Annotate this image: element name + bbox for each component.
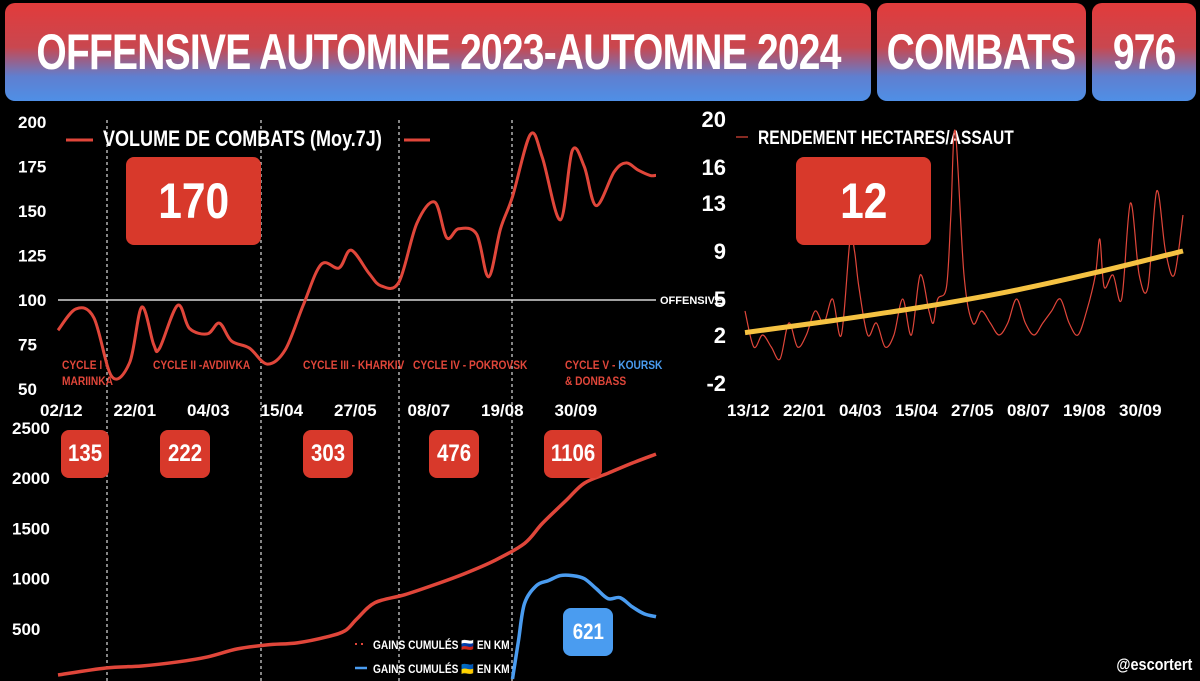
- cycle-label: CYCLE I -: [62, 359, 109, 372]
- cycle-label: CYCLE II -AVDIIVKA: [153, 359, 250, 372]
- title-banner: OFFENSIVE AUTOMNE 2023-AUTOMNE 2024: [5, 3, 871, 101]
- x-tick-label: 13/12: [727, 401, 770, 420]
- x-tick-label: 04/03: [839, 401, 882, 420]
- cycle-label-highlight: KOURSK: [618, 359, 662, 372]
- author-credit: @escortert: [1116, 655, 1192, 674]
- x-tick-label: 08/07: [408, 401, 451, 420]
- cycle-label: CYCLE III - KHARKIV: [303, 359, 405, 372]
- chart-title: RENDEMENT HECTARES/ASSAUT: [758, 127, 1014, 149]
- page-title: OFFENSIVE AUTOMNE 2023-AUTOMNE 2024: [35, 24, 841, 80]
- cycle-gains-badge: 1106: [544, 430, 602, 478]
- x-tick-label: 15/04: [261, 401, 304, 420]
- cycle-gains-badge: 135: [61, 430, 109, 478]
- y-tick-label: 125: [18, 247, 46, 266]
- x-tick-label: 19/08: [481, 401, 524, 420]
- chart-title: VOLUME DE COMBATS (Moy.7J): [103, 127, 382, 151]
- cycle-gains-badge: 303: [303, 430, 353, 478]
- y-tick-label: 9: [714, 239, 726, 264]
- legend-label: GAINS CUMULÉS 🇷🇺 EN KM: [373, 638, 510, 652]
- combats-banner: COMBATS: [877, 3, 1086, 101]
- y-tick-label: 150: [18, 202, 46, 221]
- y-tick-label: -2: [706, 371, 726, 396]
- cycle-gains-badge: 476: [429, 430, 479, 478]
- y-tick-label: 20: [702, 107, 726, 132]
- y-tick-label: 50: [18, 380, 37, 399]
- russia-gains-line: [57, 452, 657, 677]
- x-tick-label: 04/03: [187, 401, 230, 420]
- y-tick-label: 1500: [12, 519, 50, 538]
- y-tick-label: 2: [714, 323, 726, 348]
- volume-series-line: [56, 131, 657, 381]
- x-tick-label: 15/04: [895, 401, 938, 420]
- legend-label: GAINS CUMULÉS 🇺🇦 EN KM: [373, 662, 510, 676]
- cycle-label: CYCLE V - KOURSK: [565, 359, 662, 372]
- cycle-gains-badge: 222: [160, 430, 210, 478]
- combats-label: COMBATS: [887, 24, 1077, 80]
- x-tick-label: 30/09: [1119, 401, 1162, 420]
- y-tick-label: 5: [714, 287, 726, 312]
- cycle-label: CYCLE IV - POKROVSK: [413, 359, 527, 372]
- combats-count-banner: 976: [1092, 3, 1196, 101]
- rendement-series-line: [744, 129, 1184, 361]
- x-tick-label: 30/09: [555, 401, 598, 420]
- volume-current-badge: 170: [126, 157, 261, 245]
- rendement-current-badge: 12: [796, 157, 931, 245]
- cycle-label: MARIINKA: [62, 375, 113, 388]
- y-tick-label: 16: [702, 155, 726, 180]
- combats-count: 976: [1112, 24, 1177, 80]
- cycle-label: & DONBASS: [565, 375, 626, 388]
- x-tick-label: 02/12: [40, 401, 83, 420]
- x-tick-label: 27/05: [951, 401, 994, 420]
- ukraine-gains-line: [510, 573, 657, 680]
- y-tick-label: 500: [12, 620, 40, 639]
- x-tick-label: 08/07: [1007, 401, 1050, 420]
- y-tick-label: 13: [702, 191, 726, 216]
- x-tick-label: 27/05: [334, 401, 377, 420]
- y-tick-label: 200: [18, 113, 46, 132]
- x-tick-label: 22/01: [783, 401, 826, 420]
- y-tick-label: 2000: [12, 469, 50, 488]
- y-tick-label: 75: [18, 336, 37, 355]
- ukraine-gains-badge: 621: [563, 608, 613, 656]
- x-tick-label: 19/08: [1063, 401, 1106, 420]
- y-tick-label: 2500: [12, 419, 50, 438]
- trend-line: [744, 248, 1184, 336]
- x-tick-label: 22/01: [114, 401, 157, 420]
- y-tick-label: 1000: [12, 570, 50, 589]
- y-tick-label: 175: [18, 158, 46, 177]
- y-tick-label: 100: [18, 291, 46, 310]
- reference-label: OFFENSIVE: [660, 295, 722, 307]
